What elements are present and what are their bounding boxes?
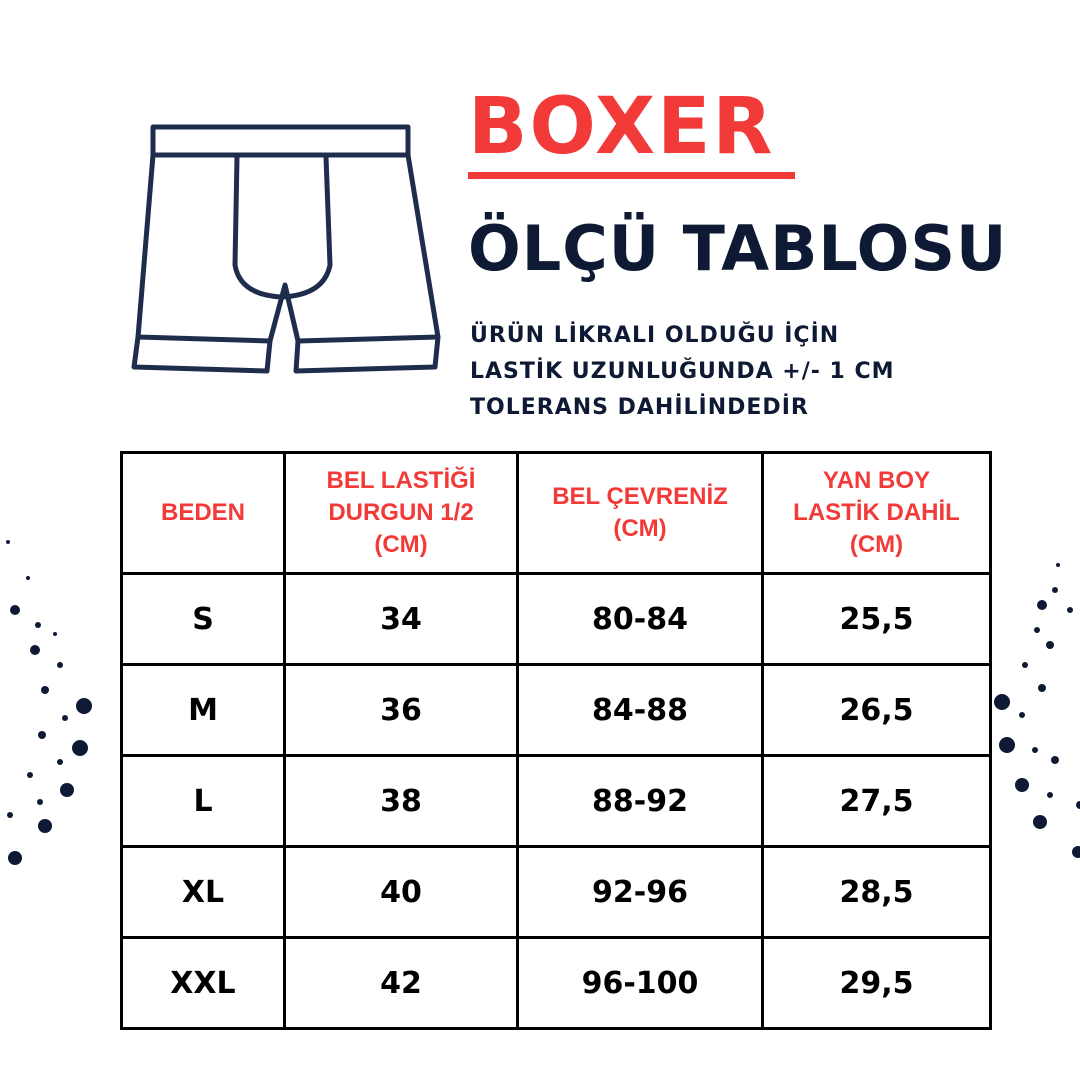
- cell-waistband: 36: [283, 663, 519, 757]
- boxer-shorts-icon: [131, 124, 441, 374]
- header-line: DURGUN 1/2: [328, 499, 474, 526]
- dots-decoration-right: [994, 563, 1080, 858]
- header-line: YAN BOY: [822, 467, 931, 494]
- cell-waistband: 40: [283, 845, 519, 939]
- header-line: (CM): [849, 531, 904, 558]
- cell-waist: 88-92: [516, 754, 764, 848]
- page-title: BOXER: [468, 82, 775, 172]
- cell-side-length: 27,5: [761, 754, 992, 848]
- table-row: M 36 84-88 26,5: [120, 663, 992, 757]
- cell-side-length: 28,5: [761, 845, 992, 939]
- page-subtitle: ÖLÇÜ TABLOSU: [468, 212, 1008, 285]
- cell-waistband: 34: [283, 572, 519, 666]
- cell-waist: 84-88: [516, 663, 764, 757]
- cell-waist: 96-100: [516, 936, 764, 1030]
- header-bel-cevreniz: BEL ÇEVRENİZ (CM): [516, 451, 764, 575]
- header-line: (CM): [613, 515, 667, 542]
- header-yan-boy: YAN BOY LASTİK DAHİL (CM): [761, 451, 992, 575]
- cell-side-length: 29,5: [761, 936, 992, 1030]
- note-line: TOLERANS DAHİLİNDEDİR: [470, 395, 809, 420]
- table-row: L 38 88-92 27,5: [120, 754, 992, 848]
- cell-size: L: [120, 754, 286, 848]
- cell-size: S: [120, 572, 286, 666]
- note-line: ÜRÜN LİKRALI OLDUĞU İÇİN: [470, 323, 840, 348]
- cell-side-length: 26,5: [761, 663, 992, 757]
- header-line: LASTİK DAHİL: [793, 499, 960, 526]
- tolerance-note: ÜRÜN LİKRALI OLDUĞU İÇİN LASTİK UZUNLUĞU…: [470, 318, 895, 426]
- size-table: BEDEN BEL LASTİĞİ DURGUN 1/2 (CM) BEL ÇE…: [120, 451, 992, 1030]
- dots-decoration-left: [6, 540, 92, 865]
- table-row: S 34 80-84 25,5: [120, 572, 992, 666]
- cell-size: XXL: [120, 936, 286, 1030]
- header-line: BEL LASTİĞİ: [326, 467, 476, 494]
- header-line: BEL ÇEVRENİZ: [552, 483, 728, 510]
- table-row: XXL 42 96-100 29,5: [120, 936, 992, 1030]
- note-line: LASTİK UZUNLUĞUNDA +/- 1 CM: [470, 359, 895, 384]
- title-underline: [468, 172, 795, 179]
- cell-waist: 80-84: [516, 572, 764, 666]
- table-row: XL 40 92-96 28,5: [120, 845, 992, 939]
- header-beden: BEDEN: [120, 451, 286, 575]
- cell-waistband: 42: [283, 936, 519, 1030]
- header-bel-lastigi: BEL LASTİĞİ DURGUN 1/2 (CM): [283, 451, 519, 575]
- table-header-row: BEDEN BEL LASTİĞİ DURGUN 1/2 (CM) BEL ÇE…: [120, 451, 992, 575]
- cell-size: XL: [120, 845, 286, 939]
- cell-size: M: [120, 663, 286, 757]
- cell-side-length: 25,5: [761, 572, 992, 666]
- cell-waistband: 38: [283, 754, 519, 848]
- header-line: BEDEN: [160, 499, 245, 526]
- header-line: (CM): [374, 531, 428, 558]
- cell-waist: 92-96: [516, 845, 764, 939]
